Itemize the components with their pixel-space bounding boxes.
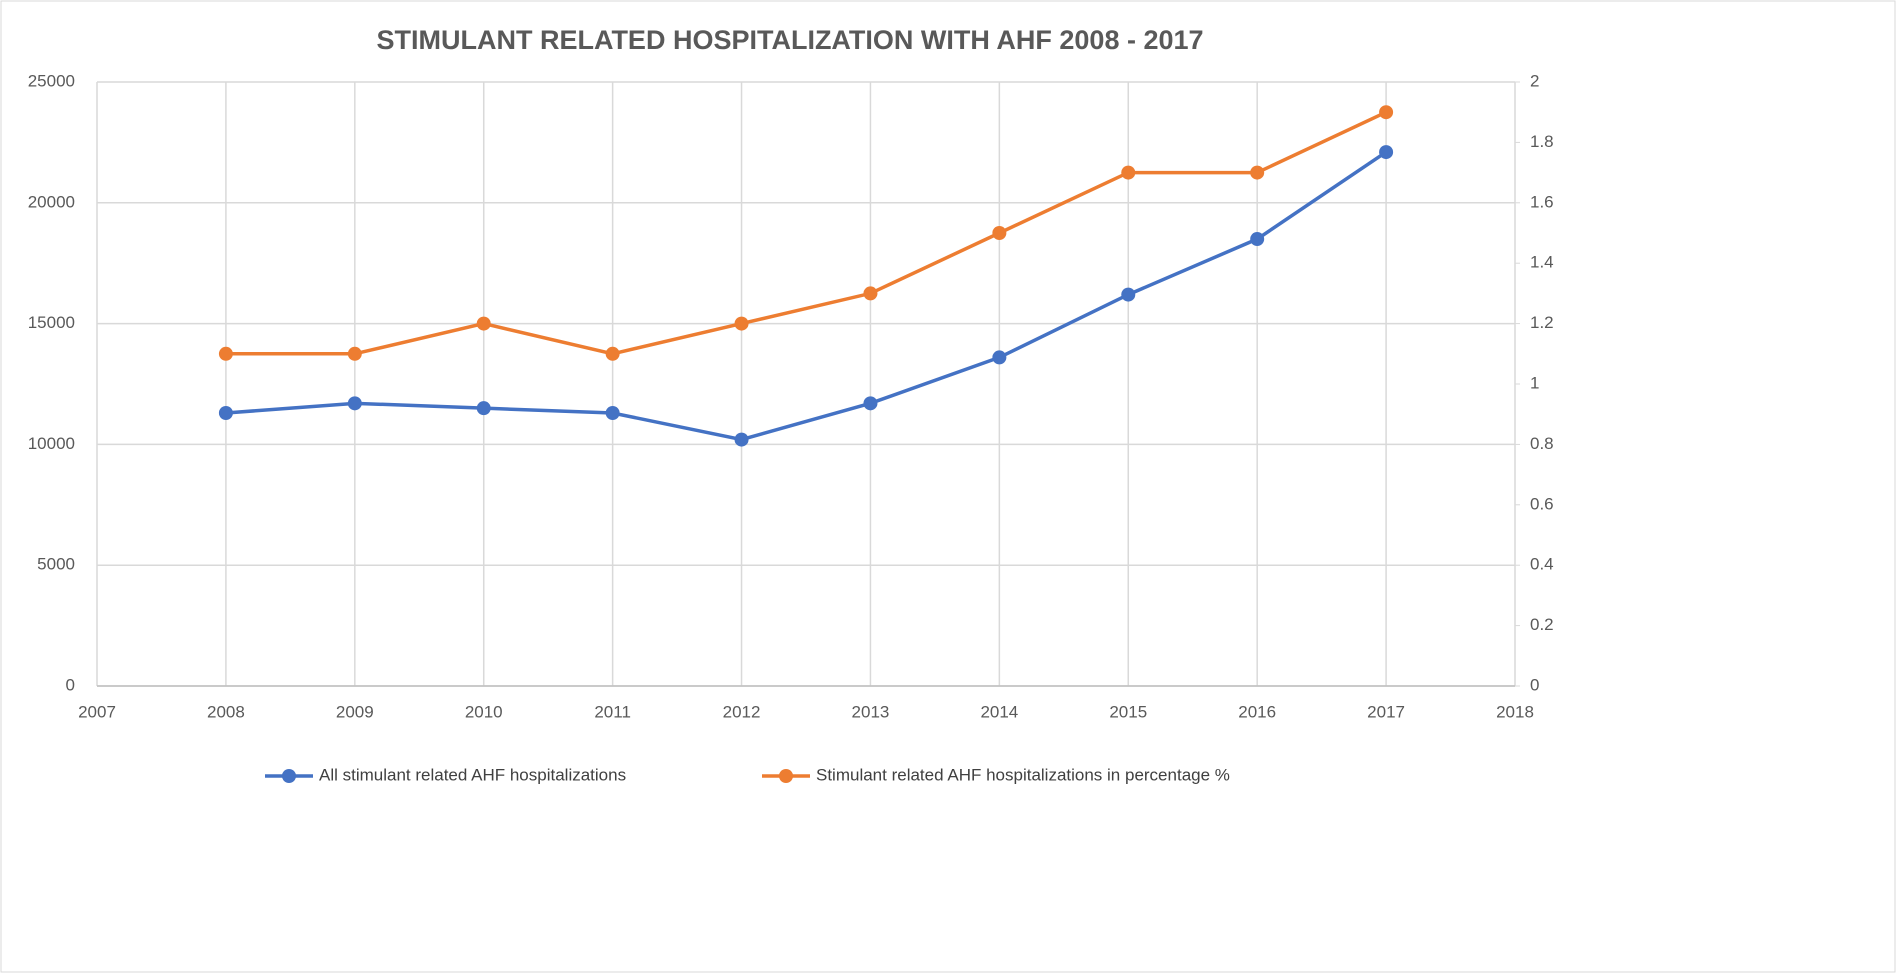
- legend-label: All stimulant related AHF hospitalizatio…: [319, 765, 626, 784]
- x-tick-label: 2012: [723, 702, 761, 721]
- x-tick-label: 2007: [78, 702, 116, 721]
- y-tick-label: 5000: [37, 555, 75, 574]
- x-tick-label: 2013: [852, 702, 890, 721]
- data-point: [992, 226, 1007, 240]
- data-point: [605, 405, 620, 420]
- y2-tick-label: 1: [1530, 373, 1539, 392]
- series-line: [225, 110, 1387, 356]
- legend-marker: [779, 769, 793, 783]
- x-tick-label: 2018: [1496, 702, 1534, 721]
- x-tick-label: 2008: [207, 702, 245, 721]
- y-tick-label: 10000: [28, 434, 75, 453]
- data-point: [1121, 165, 1136, 180]
- data-point: [1121, 287, 1136, 302]
- y2-tick-label: 0.4: [1530, 555, 1554, 574]
- data-point: [1250, 165, 1265, 180]
- legend-marker: [282, 769, 296, 783]
- data-point: [1379, 145, 1394, 160]
- y2-tick-label: 1.4: [1530, 253, 1554, 272]
- data-point: [863, 286, 878, 301]
- y2-tick-label: 1.6: [1530, 192, 1554, 211]
- data-point: [347, 396, 362, 411]
- data-point: [1250, 232, 1265, 247]
- y2-tick-label: 0: [1530, 675, 1539, 694]
- y-tick-label: 15000: [28, 313, 75, 332]
- x-tick-label: 2016: [1238, 702, 1276, 721]
- data-point: [1379, 105, 1394, 120]
- data-point: [218, 346, 233, 361]
- y2-tick-label: 1.2: [1530, 313, 1554, 332]
- x-tick-label: 2010: [465, 702, 503, 721]
- x-tick-label: 2017: [1367, 702, 1405, 721]
- y-tick-label: 0: [66, 675, 75, 694]
- y-tick-label: 25000: [28, 71, 75, 90]
- x-tick-label: 2011: [594, 702, 631, 721]
- data-point: [347, 346, 362, 361]
- series-line: [225, 150, 1388, 442]
- chart-title: STIMULANT RELATED HOSPITALIZATION WITH A…: [376, 25, 1203, 55]
- data-point: [476, 401, 491, 416]
- data-point: [863, 396, 878, 411]
- y2-tick-label: 0.6: [1530, 494, 1554, 513]
- x-tick-label: 2015: [1109, 702, 1147, 721]
- data-point: [476, 316, 491, 331]
- data-point: [605, 346, 620, 361]
- data-point: [992, 350, 1007, 365]
- data-point: [734, 432, 749, 447]
- x-tick-label: 2014: [980, 702, 1018, 721]
- y2-tick-label: 2: [1530, 71, 1539, 90]
- y-tick-label: 20000: [28, 192, 75, 211]
- y2-tick-label: 0.2: [1530, 615, 1554, 634]
- y2-tick-label: 1.8: [1530, 132, 1554, 151]
- data-point: [734, 316, 749, 331]
- data-point: [218, 405, 233, 420]
- x-tick-label: 2009: [336, 702, 374, 721]
- legend-label: Stimulant related AHF hospitalizations i…: [816, 765, 1230, 784]
- y2-tick-label: 0.8: [1530, 434, 1554, 453]
